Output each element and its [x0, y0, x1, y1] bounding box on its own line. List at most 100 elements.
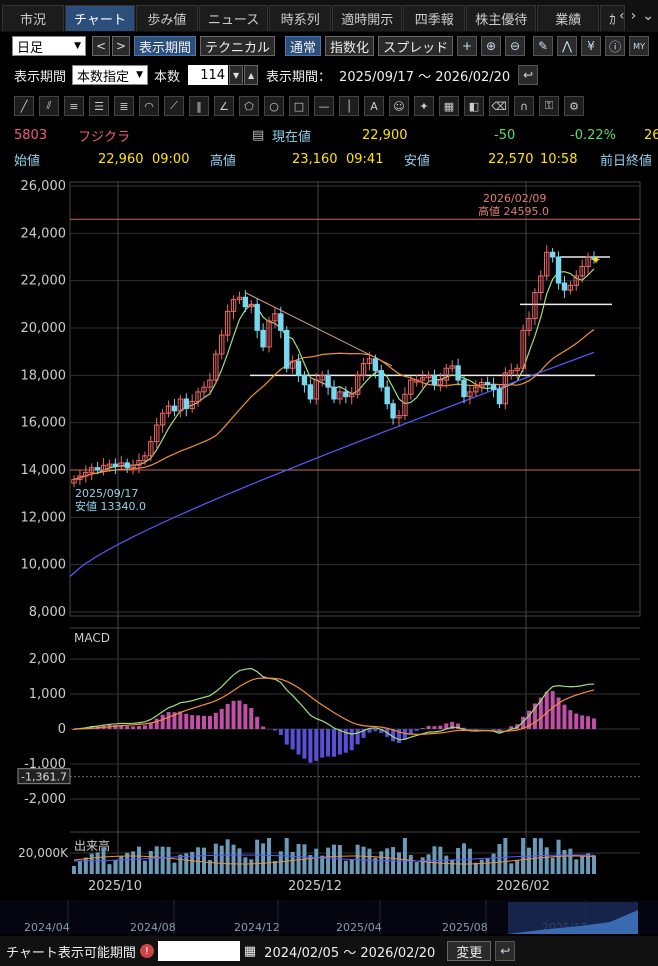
candle-body	[248, 303, 254, 308]
indicator-icon[interactable]: ⋀	[557, 36, 578, 56]
navigator-area	[508, 910, 638, 934]
chevron-right-icon[interactable]: ›	[630, 8, 637, 24]
stamp-icon[interactable]: ✦	[414, 96, 434, 116]
navigator[interactable]: 2024/042024/082024/122025/042025/082025/…	[0, 900, 658, 934]
my-settings-icon[interactable]: MY	[629, 36, 650, 56]
volume-bar	[255, 839, 260, 874]
prev-close-label: 前日終値	[600, 153, 653, 169]
tab-news[interactable]: ニュース	[198, 5, 269, 31]
quote-line-2: 始値 22,960 09:00 高値 23,160 09:41 安値 22,57…	[0, 150, 658, 169]
candle-body	[555, 256, 562, 284]
candle-body	[396, 415, 402, 419]
candle-body	[94, 467, 101, 471]
tab-chart[interactable]: チャート	[65, 5, 135, 31]
prev-button[interactable]: <	[92, 36, 110, 56]
pentagon-icon[interactable]: ⬠	[239, 96, 259, 116]
macd-histogram-bar	[538, 697, 543, 729]
volume-bar	[367, 848, 372, 874]
mode-index-button[interactable]: 指数化	[325, 36, 375, 56]
crosshair-icon[interactable]: +	[457, 36, 478, 56]
chevron-down-icon[interactable]: ⌄	[642, 8, 654, 24]
channel-icon[interactable]: ≡	[64, 96, 84, 116]
period-mode-select[interactable]: 本数指定 ▼	[72, 65, 149, 85]
fibonacci-icon[interactable]: ☰	[89, 96, 109, 116]
lock-icon[interactable]: ⚿	[539, 96, 559, 116]
text-icon[interactable]: A	[364, 96, 384, 116]
high-time: 09:41	[346, 151, 384, 167]
tab-scroll: ‹ › ⌄	[619, 8, 654, 24]
emoji-icon[interactable]: ☺	[389, 96, 409, 116]
magnet-icon[interactable]: ∩	[514, 96, 534, 116]
volume-bar	[231, 844, 236, 874]
open-value: 22,960	[98, 151, 144, 167]
count-up-button[interactable]: ▲	[244, 65, 259, 85]
volume-bar	[207, 860, 212, 874]
mode-spread-button[interactable]: スプレッド	[378, 36, 454, 56]
eraser-icon[interactable]: ◧	[464, 96, 484, 116]
zoom-in-icon[interactable]: ⊕	[481, 36, 502, 56]
volume-bar	[509, 863, 514, 874]
macd-histogram-bar	[402, 729, 407, 740]
circle-icon[interactable]: ○	[264, 96, 284, 116]
next-button[interactable]: >	[112, 36, 130, 56]
candle-body	[130, 464, 136, 469]
vline-icon[interactable]: │	[339, 96, 359, 116]
tab-market[interactable]: 市況	[2, 5, 64, 31]
count-down-button[interactable]: ▼	[229, 65, 244, 85]
macd-histogram-bar	[320, 729, 325, 758]
hline-icon[interactable]: —	[314, 96, 334, 116]
interval-select[interactable]: 日足 ▼	[12, 36, 86, 56]
angle-icon[interactable]: ∠	[214, 96, 234, 116]
zoom-out-icon[interactable]: ⊖	[505, 36, 526, 56]
return-icon[interactable]: ↩	[495, 941, 516, 961]
macd-histogram-bar	[349, 729, 354, 751]
start-date-input[interactable]	[157, 941, 240, 961]
y-tick-label: 10,000	[21, 558, 67, 573]
return-icon[interactable]: ↩	[518, 65, 539, 85]
volume-bar	[267, 838, 271, 874]
hlines-icon[interactable]: ≣	[114, 96, 134, 116]
pen-icon[interactable]: ✎	[533, 36, 554, 56]
price-chart[interactable]: 26,000 24,000 22,000 20,000 18,000 16,000 14,0…	[0, 170, 658, 936]
tab-more[interactable]: ｶ	[600, 5, 625, 31]
candle-body	[254, 303, 260, 331]
candle-body	[520, 329, 526, 369]
candle-body	[148, 441, 154, 457]
volume-bar	[296, 844, 301, 874]
pattern-icon[interactable]: ▦	[439, 96, 459, 116]
macd-histogram-bar	[420, 728, 425, 729]
calendar-icon[interactable]: ▦	[243, 943, 257, 959]
change-button[interactable]: 変更	[447, 941, 492, 961]
tab-earnings[interactable]: 業績	[537, 5, 600, 31]
macd-histogram-bar	[72, 729, 76, 730]
info-icon[interactable]: ⓘ	[605, 36, 626, 56]
settings-icon[interactable]: ⚙	[564, 96, 584, 116]
volume-bar	[249, 859, 254, 874]
volume-bar	[544, 847, 549, 874]
rectangle-icon[interactable]: □	[289, 96, 309, 116]
tab-ticks[interactable]: 歩み値	[135, 5, 198, 31]
count-label: 本数	[154, 69, 181, 85]
tab-shikiho[interactable]: 四季報	[403, 5, 466, 31]
yen-icon[interactable]: ¥	[581, 36, 602, 56]
tab-disclosure[interactable]: 適時開示	[332, 5, 403, 31]
volume-bar	[225, 839, 230, 874]
macd-histogram-bar	[444, 723, 449, 729]
volume-bar	[337, 845, 342, 874]
eraser-all-icon[interactable]: ⌫	[489, 96, 509, 116]
vlines-icon[interactable]: ‖	[189, 96, 209, 116]
technical-button[interactable]: テクニカル	[200, 36, 276, 56]
period-button[interactable]: 表示期間	[134, 36, 197, 56]
count-input[interactable]: 114	[188, 65, 229, 85]
chevron-left-icon[interactable]: ‹	[619, 8, 625, 24]
macd-histogram-bar	[196, 715, 201, 729]
y-tick-label: 22,000	[21, 274, 67, 289]
parallel-line-icon[interactable]: ⫽	[39, 96, 59, 116]
gann-icon[interactable]: ⟋	[164, 96, 184, 116]
trendline-icon[interactable]: ╱	[14, 96, 34, 116]
fan-icon[interactable]: ◠	[139, 96, 159, 116]
tab-benefits[interactable]: 株主優待	[466, 5, 537, 31]
tab-timeseries[interactable]: 時系列	[269, 5, 332, 31]
candle-body	[77, 475, 83, 480]
mode-normal-button[interactable]: 通常	[285, 36, 322, 56]
